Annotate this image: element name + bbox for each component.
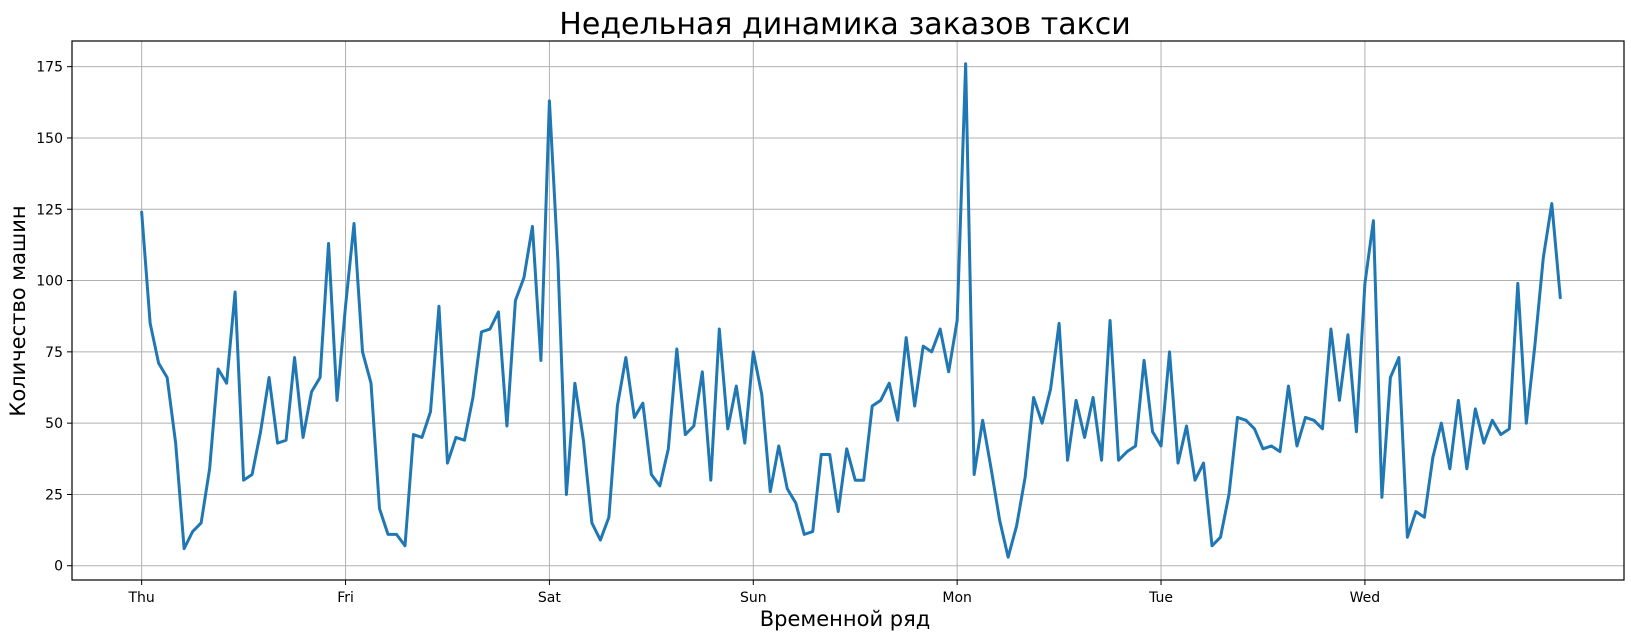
x-tick-label: Mon bbox=[942, 590, 972, 606]
y-tick-label: 100 bbox=[36, 274, 63, 290]
y-axis-label: Количество машин bbox=[6, 205, 30, 416]
x-tick-label: Wed bbox=[1350, 590, 1381, 606]
y-tick-label: 50 bbox=[45, 416, 63, 432]
y-tick-label: 0 bbox=[54, 559, 63, 575]
y-tick-label: 175 bbox=[36, 60, 63, 76]
x-tick-label: Sun bbox=[740, 590, 767, 606]
y-tick-label: 150 bbox=[36, 131, 63, 147]
x-tick-label: Sat bbox=[538, 590, 561, 606]
x-axis: Thu Fri Sat Sun Mon Tue Wed bbox=[128, 580, 1381, 606]
series-line bbox=[140, 62, 1562, 559]
x-tick-label: Thu bbox=[128, 590, 155, 606]
x-tick-label: Fri bbox=[337, 590, 354, 606]
y-tick-label: 25 bbox=[45, 487, 63, 503]
y-axis: 0 25 50 75 100 125 150 175 bbox=[36, 60, 72, 575]
grid bbox=[72, 41, 1624, 580]
x-tick-label: Tue bbox=[1148, 590, 1173, 606]
chart-title: Недельная динамика заказов такси bbox=[559, 7, 1130, 42]
series-group bbox=[140, 62, 1562, 559]
y-tick-label: 75 bbox=[45, 345, 63, 361]
x-axis-label: Временной ряд bbox=[760, 607, 931, 631]
y-tick-label: 125 bbox=[36, 202, 63, 218]
plot-frame bbox=[71, 40, 1625, 581]
